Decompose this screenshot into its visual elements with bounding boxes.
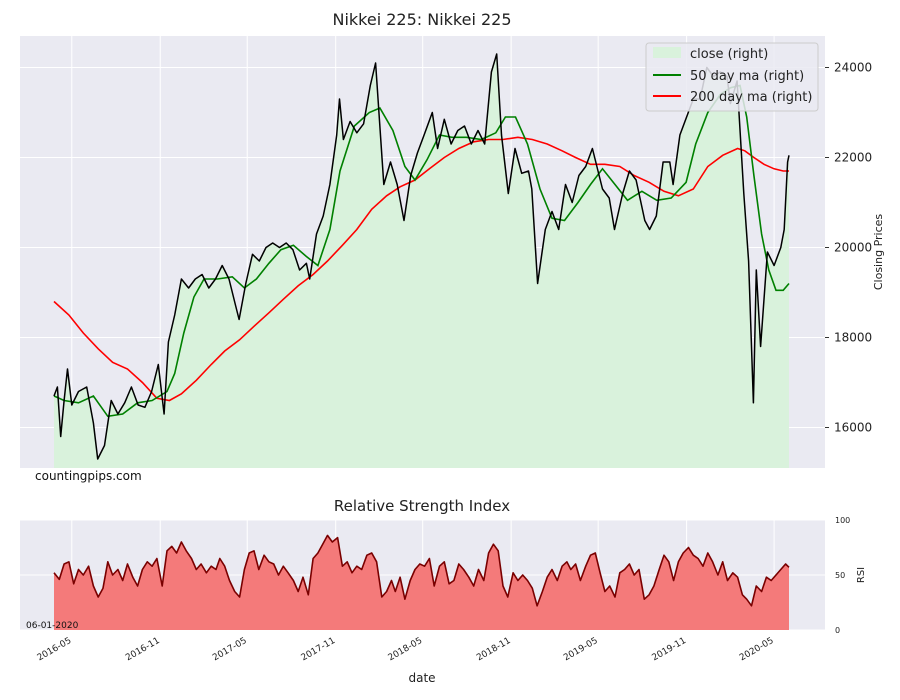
rsi-y-tick-label: 0 [835,626,840,635]
ma200-line [53,136,789,402]
legend-swatch-close [653,47,681,58]
legend-label-close: close (right) [690,47,768,62]
price-y-tick-label: 20000 [834,241,872,255]
rsi-x-tick-label: 2018-05 [387,636,425,663]
footer-date: 06-01-2020 [26,621,79,631]
rsi-x-tick-label: 2017-05 [211,636,249,663]
price-y-axis-label: Closing Prices [872,214,885,291]
rsi-area [54,535,789,630]
close-line [53,53,790,460]
ma50-line [53,84,790,418]
rsi-y-axis: 0 50 100 [835,516,850,635]
price-y-tick-label: 18000 [834,331,872,345]
rsi-y-axis-label: RSI [856,567,867,583]
price-y-tick-label: 22000 [834,151,872,165]
rsi-series-layer [53,534,790,630]
rsi-x-tick-label: 2016-05 [36,636,74,663]
rsi-chart-title: Relative Strength Index [334,497,510,515]
price-chart-title: Nikkei 225: Nikkei 225 [332,10,511,29]
rsi-x-tick-label: 2020-05 [738,636,776,663]
price-legend: close (right) 50 day ma (right) 200 day … [645,42,819,112]
legend-label-ma50: 50 day ma (right) [690,69,804,84]
rsi-line [53,534,790,607]
legend-label-ma200: 200 day ma (right) [690,90,812,105]
rsi-x-tick-label: 2019-11 [651,636,689,663]
legend-box [645,42,819,112]
rsi-x-tick-label: 2016-11 [124,636,162,663]
rsi-y-tick-label: 100 [835,516,850,525]
rsi-x-tick-label: 2017-11 [300,636,338,663]
rsi-x-tick-label: 2019-05 [562,636,600,663]
watermark: countingpips.com [35,469,142,483]
price-series-layer [53,53,790,468]
price-y-tick-label: 16000 [834,421,872,435]
close-area [54,54,789,468]
price-y-tick-label: 24000 [834,61,872,75]
rsi-x-axis: 2016-05 2016-11 2017-05 2017-11 2018-05 2018-… [36,636,776,663]
price-y-axis: 16000 18000 20000 22000 24000 [825,61,872,435]
rsi-x-tick-label: 2018-11 [475,636,513,663]
rsi-y-tick-label: 50 [835,571,845,580]
rsi-x-axis-label: date [408,671,435,685]
